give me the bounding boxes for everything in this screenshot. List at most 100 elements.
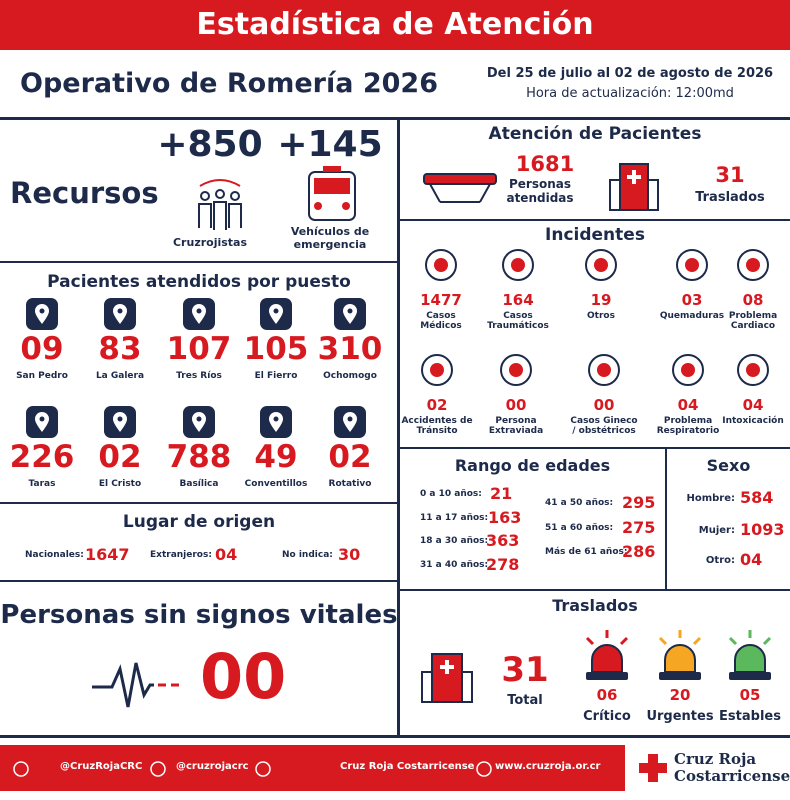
pin-icon — [260, 406, 292, 438]
red-cross-logo — [639, 754, 667, 782]
incident-icon-wrap — [672, 245, 712, 291]
incident-icon — [425, 249, 457, 281]
age-label: 41 a 50 años: — [545, 498, 614, 508]
incident-icon-wrap — [417, 350, 457, 396]
sex-label: Mujer: — [698, 525, 735, 536]
care-label: Traslados — [695, 190, 765, 205]
incident-icon — [500, 354, 532, 386]
age-label: 11 a 17 años: — [420, 513, 489, 523]
divider — [397, 117, 400, 737]
social-handle[interactable]: Cruz Roja Costarricense — [340, 761, 475, 772]
social-handle[interactable]: @cruzrojacrc — [176, 761, 249, 772]
incident-icon — [737, 249, 769, 281]
post-value: 107 — [166, 331, 232, 367]
incident-icon-wrap — [584, 350, 624, 396]
age-label: 0 a 10 años: — [420, 489, 482, 499]
pin-icon-wrap — [333, 405, 367, 443]
social-handle[interactable]: www.cruzroja.or.cr — [495, 761, 601, 772]
social-icon — [150, 761, 166, 777]
pin-icon — [260, 298, 292, 330]
post-label: Rotativo — [328, 479, 372, 489]
transfer-value: 05 — [739, 686, 761, 704]
siren-icon — [658, 630, 702, 680]
post-value: 49 — [254, 439, 298, 475]
siren-icon-wrap — [582, 628, 632, 686]
siren-icon — [728, 630, 772, 680]
pin-icon — [183, 406, 215, 438]
age-label: Más de 61 años: — [545, 547, 628, 557]
siren-icon — [585, 630, 629, 680]
transfer-value: 06 — [596, 686, 618, 704]
incident-value: 04 — [677, 396, 699, 414]
origin-label: Nacionales: — [25, 550, 84, 560]
pin-icon-wrap — [103, 405, 137, 443]
social-icon-wrap — [150, 760, 194, 782]
operation-title: Operativo de Romería 2026 — [20, 68, 438, 99]
post-value: 02 — [98, 439, 142, 475]
incident-icon-wrap — [496, 350, 536, 396]
incident-value: 02 — [426, 396, 448, 414]
pin-icon — [334, 406, 366, 438]
incident-label: Casos Médicos — [420, 311, 462, 331]
incident-label: Persona Extraviada — [488, 416, 544, 436]
resources-title: Recursos — [10, 176, 159, 210]
sex-title: Sexo — [706, 456, 751, 475]
stretcher-icon — [423, 173, 497, 203]
post-value: 226 — [9, 439, 75, 475]
post-label: La Galera — [95, 371, 145, 381]
incident-label: Otros — [587, 311, 615, 321]
transfer-label: Crítico — [583, 709, 631, 724]
care-value: 1681 — [515, 152, 575, 176]
incident-label: Casos Gineco / obstétricos — [570, 416, 638, 436]
origin-title: Lugar de origen — [122, 512, 276, 532]
social-icon — [476, 761, 492, 777]
logo-text: Cruz Roja Costarricense — [674, 751, 790, 785]
incident-icon — [502, 249, 534, 281]
incident-label: Problema Cardiaco — [728, 311, 778, 331]
incident-value: 1477 — [420, 291, 462, 309]
transfer-label: Urgentes — [646, 709, 714, 724]
age-label: 18 a 30 años: — [420, 536, 489, 546]
social-icon — [13, 761, 29, 777]
divider — [398, 219, 790, 221]
divider — [398, 447, 790, 449]
incident-label: Quemaduras — [659, 311, 725, 321]
care-title: Atención de Pacientes — [488, 124, 702, 144]
incident-label: Intoxicación — [722, 416, 784, 426]
incident-value: 164 — [502, 291, 534, 309]
transfer-value: 20 — [669, 686, 691, 704]
age-value: 295 — [622, 493, 656, 512]
footer-bar — [0, 745, 625, 791]
update-time: Hora de actualización: 12:00md — [526, 86, 734, 101]
incident-value: 00 — [593, 396, 615, 414]
divider — [665, 447, 667, 590]
logo-line: Cruz Roja — [674, 750, 757, 768]
post-value: 02 — [328, 439, 372, 475]
pin-icon-wrap — [182, 405, 216, 443]
transfer-label: Estables — [719, 709, 781, 724]
care-value: 31 — [715, 163, 745, 187]
origin-label: No indica: — [282, 550, 333, 560]
social-icon — [255, 761, 271, 777]
dates: Del 25 de julio al 02 de agosto de 2026 — [486, 66, 774, 81]
origin-value: 30 — [338, 545, 361, 564]
incident-icon — [421, 354, 453, 386]
people-icon — [198, 179, 242, 230]
divider — [398, 589, 790, 591]
sex-value: 1093 — [740, 520, 785, 539]
pin-icon — [26, 298, 58, 330]
siren-icon-wrap — [655, 628, 705, 686]
hospital-icon — [609, 163, 659, 211]
header-title: Estadística de Atención — [0, 0, 790, 50]
social-handle[interactable]: @CruzRojaCRC — [60, 761, 143, 772]
social-icon-wrap — [476, 760, 520, 782]
age-value: 278 — [486, 555, 520, 574]
post-label: Ochomogo — [323, 371, 377, 381]
age-value: 163 — [488, 508, 522, 527]
divider — [0, 117, 790, 120]
divider — [0, 735, 790, 738]
social-icon-wrap — [13, 760, 57, 782]
posts-title: Pacientes atendidos por puesto — [47, 272, 351, 292]
sex-value: 04 — [740, 550, 763, 569]
